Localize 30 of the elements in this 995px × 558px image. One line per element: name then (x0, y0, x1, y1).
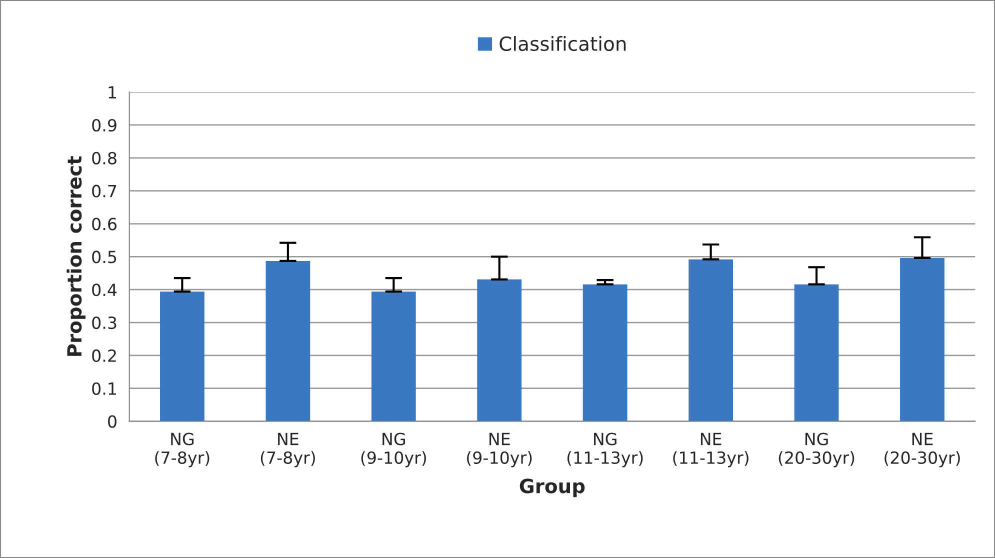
y-tick-label: 0.5 (92, 250, 116, 264)
x-tick-label: NE (7-8yr) (260, 432, 315, 468)
y-tick-label: 0.9 (92, 118, 116, 132)
y-axis-title: Proportion correct (66, 156, 86, 356)
x-tick-label: NG (7-8yr) (155, 432, 210, 468)
bar (794, 284, 839, 422)
bar (477, 279, 522, 422)
bar (900, 258, 944, 422)
x-tick-label: NG (11-13yr) (567, 432, 643, 468)
y-tick-label: 0.1 (92, 382, 116, 395)
y-tick-label: 0.3 (92, 316, 116, 330)
y-tick-label: 0.4 (92, 284, 117, 296)
legend-label: Classification (500, 36, 626, 52)
bar (688, 259, 734, 422)
x-tick-label: NE (20-30yr) (884, 432, 960, 468)
y-tick-label: 0.8 (92, 152, 116, 164)
y-tick-label: 0 (108, 415, 116, 428)
x-tick-label: NG (9-10yr) (361, 432, 426, 468)
y-tick-label: 0.7 (92, 184, 116, 198)
x-tick-label: NE (9-10yr) (467, 432, 532, 468)
bar (371, 292, 416, 422)
x-tick-label: NG (20-30yr) (778, 432, 854, 468)
y-tick-label: 0.2 (92, 349, 116, 362)
bar (160, 292, 204, 422)
y-tick-label: 0.6 (92, 218, 116, 230)
y-tick-label: 1 (108, 86, 116, 98)
x-tick-label: NE (11-13yr) (673, 432, 748, 468)
x-axis-title: Group (520, 478, 585, 498)
bar (266, 260, 310, 422)
bar (582, 284, 628, 422)
